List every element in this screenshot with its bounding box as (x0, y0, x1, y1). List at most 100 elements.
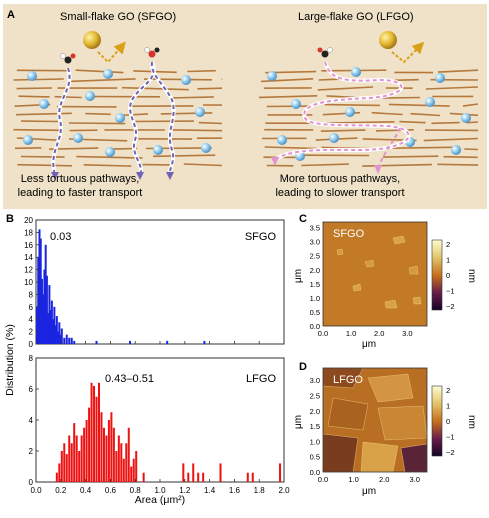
histogram-bar (120, 443, 122, 482)
histogram-bar (71, 338, 73, 344)
ion (27, 71, 37, 81)
afm-lfgo-label: LFGO (333, 374, 363, 386)
go-flake (399, 122, 425, 123)
afm-y-tick-label: 2.5 (310, 252, 320, 261)
afm-sfgo-x-unit: μm (362, 339, 376, 350)
afm-x-tick-label: 3.0 (410, 475, 420, 484)
ion (461, 113, 471, 123)
histogram-bar (128, 428, 130, 482)
histogram-bar (252, 473, 254, 482)
ion (181, 75, 191, 85)
ion (115, 113, 125, 123)
y-tick-label: 2 (29, 447, 34, 456)
y-tick-label: 14 (24, 253, 33, 262)
afm-sfgo-colorbar-ticks: 210−1−2 (446, 240, 455, 311)
ion (277, 135, 287, 145)
afm-x-tick-label: 3.0 (402, 329, 412, 338)
afm-sfgo-label: SFGO (333, 228, 365, 240)
left-caption-line-2: leading to faster transport (18, 187, 143, 199)
left-caption-line-1: Less tortuous pathways, (21, 173, 140, 185)
colorbar-tick-label: 1 (446, 402, 450, 411)
go-flake (14, 79, 64, 80)
go-flake (392, 147, 460, 148)
ion (23, 135, 33, 145)
colorbar-tick-label: −2 (446, 302, 455, 311)
afm-y-tick-label: 2.5 (310, 392, 320, 401)
histogram-bar (105, 436, 107, 483)
ion (85, 91, 95, 101)
go-flake (17, 88, 52, 89)
go-flake (14, 130, 61, 131)
histogram-bar (91, 383, 93, 482)
go-flake (431, 123, 459, 124)
histogram-bar (56, 473, 58, 482)
x-tick-label: 0.6 (105, 486, 117, 495)
histogram-bar (61, 451, 63, 482)
right-gold-particle (379, 31, 397, 49)
y-tick-label: 18 (24, 228, 33, 237)
ion (105, 147, 115, 157)
go-flake (444, 157, 478, 158)
ion (39, 99, 49, 109)
histogram-bar (113, 428, 115, 482)
histogram-bar (118, 436, 120, 483)
histogram-bar (68, 436, 70, 483)
histogram-bar (68, 338, 70, 344)
afm-x-tick-label: 2.0 (379, 475, 389, 484)
ion (267, 71, 277, 81)
afm-y-tick-label: 1.0 (310, 437, 320, 446)
go-flake (169, 97, 214, 98)
x-tick-label: 1.8 (254, 486, 266, 495)
go-flake (197, 88, 222, 89)
afm-sfgo-colorbar (432, 240, 442, 310)
afm-y-tick-label: 1.5 (310, 422, 320, 431)
go-flake (85, 114, 110, 115)
ion (291, 99, 301, 109)
y-tick-label: 10 (24, 278, 33, 287)
histogram-bar (202, 473, 204, 482)
x-tick-label: 0.2 (55, 486, 67, 495)
x-tick-label: 0.0 (30, 486, 42, 495)
colorbar-tick-label: 2 (446, 386, 450, 395)
go-flake-patch (401, 444, 427, 472)
y-tick-label: 20 (24, 216, 33, 225)
histogram-bar (279, 463, 281, 482)
histogram-bar (81, 436, 83, 483)
histogram-bar (96, 341, 98, 344)
go-flake-patch (378, 406, 427, 440)
go-flake (437, 164, 478, 165)
x-tick-label: 1.2 (179, 486, 191, 495)
histogram-bar (203, 341, 205, 344)
y-tick-label: 2 (29, 328, 34, 337)
go-flake (19, 96, 50, 97)
histogram-bar (125, 443, 127, 482)
go-flake-patch (361, 442, 398, 472)
panel-b-letter: B (6, 213, 14, 225)
afm-y-tick-label: 2.0 (310, 266, 320, 275)
ion (345, 107, 355, 117)
y-tick-label: 4 (29, 416, 34, 425)
go-flake (325, 105, 380, 106)
y-tick-label: 8 (29, 290, 34, 299)
go-flake (199, 123, 222, 124)
histogram-bar (115, 451, 117, 482)
x-tick-label: 1.0 (154, 486, 166, 495)
ion (329, 133, 339, 143)
panel-a: A Small-flake GO (SFGO) Large-flake GO (… (3, 4, 487, 209)
colorbar-tick-label: 2 (446, 240, 450, 249)
afm-x-tick-label: 0.0 (318, 475, 328, 484)
colorbar-tick-label: 0 (446, 417, 450, 426)
ion (195, 107, 205, 117)
histogram-bar (103, 428, 105, 482)
left-title: Small-flake GO (SFGO) (60, 11, 176, 23)
y-tick-label: 8 (29, 354, 34, 363)
sfgo-label: SFGO (245, 231, 277, 243)
y-tick-label: 12 (24, 266, 33, 275)
histogram-y-axis-label: Distribution (%) (4, 324, 16, 396)
go-flake-patch (328, 398, 368, 430)
go-flake-patch (337, 249, 343, 255)
